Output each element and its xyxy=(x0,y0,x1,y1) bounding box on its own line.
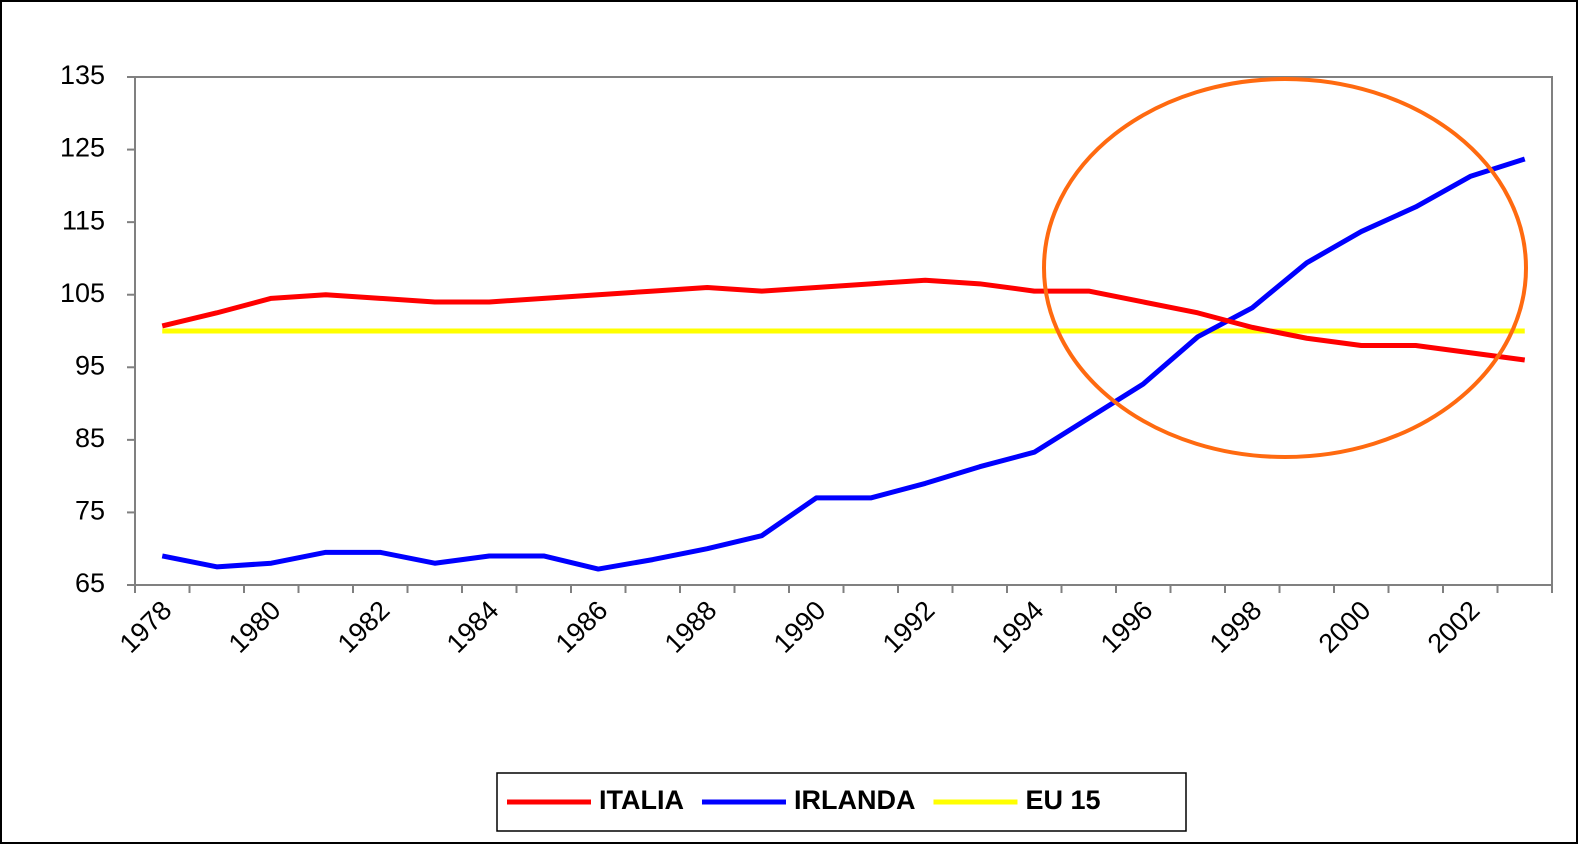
y-tick-label: 85 xyxy=(75,423,105,453)
y-tick-label: 115 xyxy=(62,205,105,235)
y-tick-label: 65 xyxy=(75,568,105,598)
y-tick-label: 75 xyxy=(75,496,105,526)
series-line xyxy=(161,156,1526,572)
y-tick-label: 105 xyxy=(60,278,105,308)
y-tick-label: 125 xyxy=(60,133,105,163)
legend-label: EU 15 xyxy=(1025,785,1100,815)
marks xyxy=(161,156,1526,572)
y-tick-label: 135 xyxy=(60,60,105,90)
y-tick-label: 95 xyxy=(75,350,105,380)
legend-label: ITALIA xyxy=(599,785,684,815)
legend-items: ITALIA IRLANDA EU 15 xyxy=(507,785,1101,815)
legend-label: IRLANDA xyxy=(794,785,916,815)
highlight-ellipse xyxy=(1042,77,1528,459)
series-line xyxy=(161,277,1526,363)
legend xyxy=(496,772,1187,832)
